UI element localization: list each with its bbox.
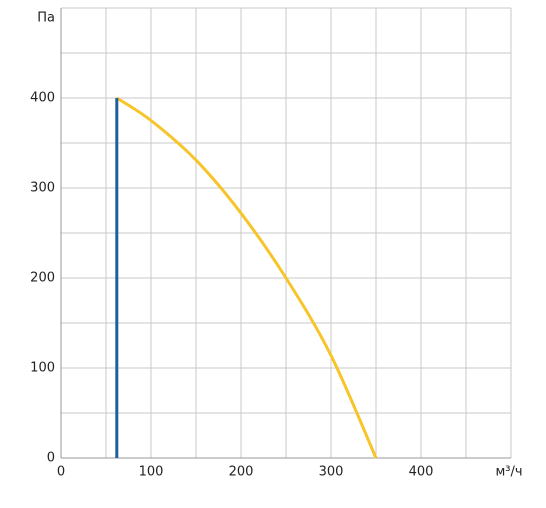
y-tick-label: 100 — [30, 361, 55, 376]
x-tick-label: 300 — [319, 465, 344, 480]
x-tick-label: 0 — [57, 465, 65, 480]
y-tick-label: 200 — [30, 271, 55, 286]
x-tick-label: 100 — [139, 465, 164, 480]
y-tick-label: 300 — [30, 181, 55, 196]
y-tick-label: 0 — [47, 451, 55, 466]
x-axis-label: м³/ч — [495, 465, 522, 480]
x-tick-label: 200 — [229, 465, 254, 480]
series-line — [115, 96, 378, 459]
y-tick-label: 400 — [30, 91, 55, 106]
x-tick-label: 400 — [409, 465, 434, 480]
y-axis-label: Па — [37, 11, 55, 26]
